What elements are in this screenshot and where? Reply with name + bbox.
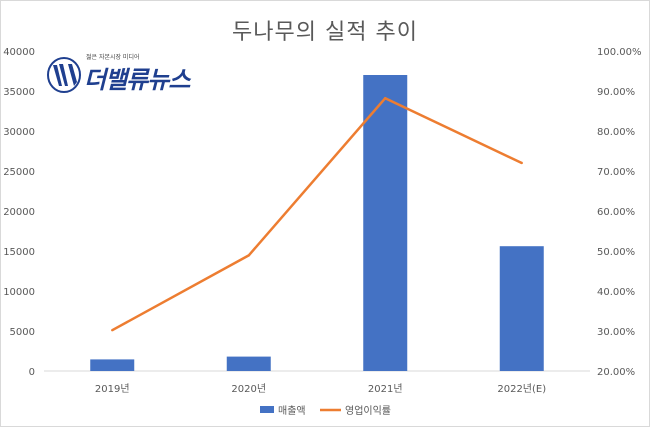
y-right-tick-label: 60.00%: [597, 207, 635, 218]
line-point: [247, 254, 250, 257]
chart-title: 두나무의 실적 추이: [232, 20, 418, 45]
y-left-tick-label: 15000: [3, 247, 35, 258]
y-left-tick-label: 30000: [3, 127, 35, 138]
x-tick-label: 2021년: [368, 383, 403, 395]
x-tick-label: 2022년(E): [497, 383, 546, 395]
y-left-tick-label: 10000: [3, 287, 35, 298]
y-right-tick-label: 90.00%: [597, 87, 635, 98]
y-left-tick-label: 5000: [10, 327, 35, 338]
logo-name: 더밸류뉴스: [84, 66, 190, 94]
y-left-tick-label: 25000: [3, 167, 35, 178]
logo: 젊은 자본시장 미디어 더밸류뉴스: [46, 52, 226, 100]
y-left-tick-label: 40000: [3, 47, 35, 58]
y-right-tick-label: 40.00%: [597, 287, 635, 298]
bar: [499, 246, 544, 371]
line-point: [384, 97, 387, 100]
line-point: [520, 161, 523, 165]
y-right-tick-label: 30.00%: [597, 327, 635, 338]
legend-label: 영업이익률: [345, 404, 391, 417]
line-point: [111, 329, 114, 332]
legend-swatch-bar: [260, 406, 274, 413]
plot-area: 0 5000 10000 15000 20000 25000 30000 35000 40000…: [3, 47, 641, 417]
bar: [226, 356, 271, 371]
x-tick-label: 2020년: [231, 383, 266, 395]
y-right-tick-label: 50.00%: [597, 247, 635, 258]
bar: [90, 359, 135, 371]
y-right-tick-label: 20.00%: [597, 367, 635, 378]
y-left-tick-label: 0: [29, 367, 35, 378]
logo-tagline: 젊은 자본시장 미디어: [86, 54, 140, 61]
bar: [363, 75, 408, 371]
legend-label: 매출액: [278, 405, 306, 417]
y-right-tick-label: 100.00%: [597, 47, 642, 58]
y-left-tick-label: 20000: [3, 207, 35, 218]
series-line: [111, 96, 523, 332]
x-tick-label: 2019년: [95, 383, 130, 395]
y-left-tick-label: 35000: [3, 87, 35, 98]
y-right-tick-label: 80.00%: [597, 127, 635, 138]
y-right-tick-label: 70.00%: [597, 167, 635, 178]
logo-mark-icon: [47, 57, 81, 93]
